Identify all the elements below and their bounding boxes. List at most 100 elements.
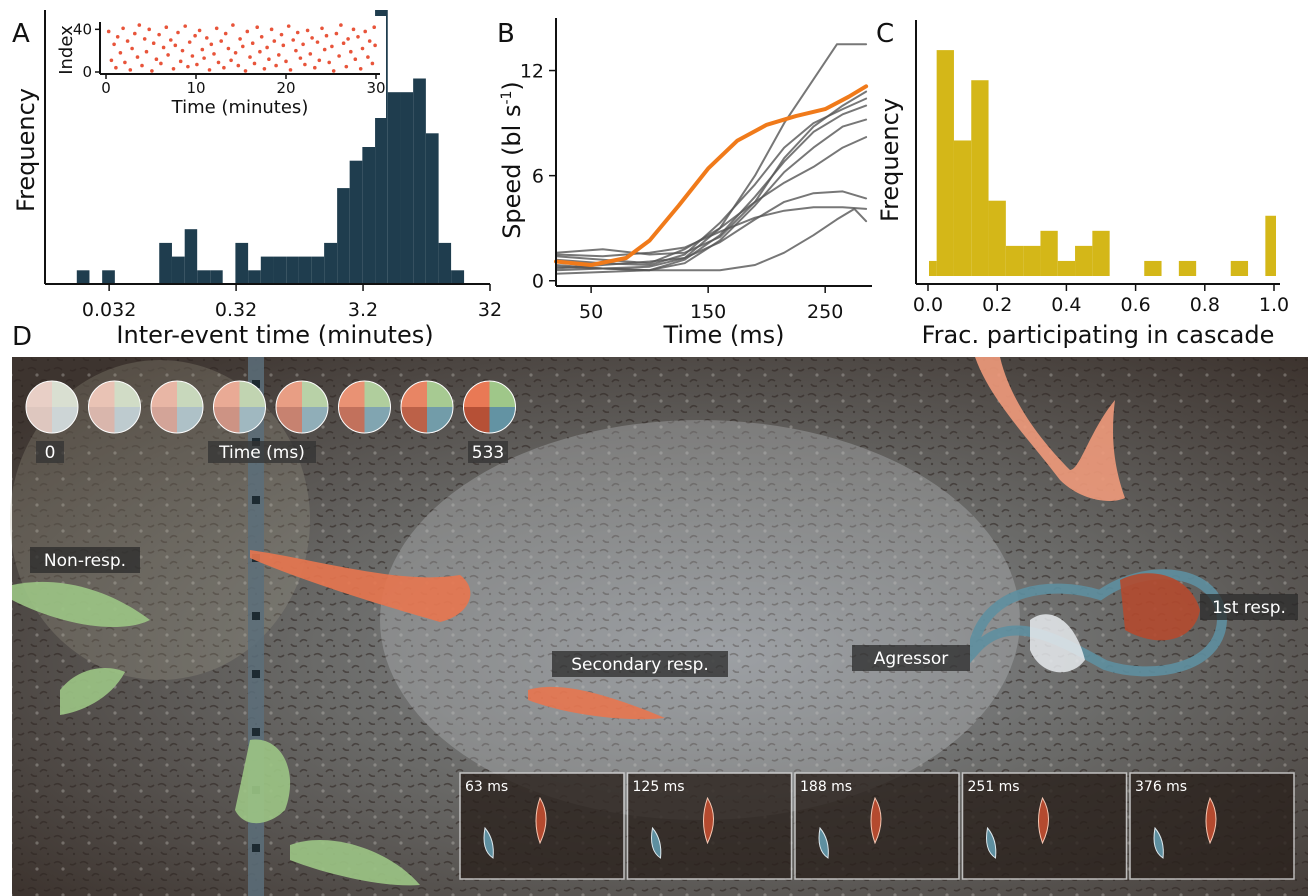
inset-point-59 — [248, 55, 252, 59]
fish-responder-left — [250, 550, 471, 622]
inset-point-110 — [370, 61, 375, 66]
time-circle-q2-2 — [177, 381, 203, 407]
inset-point-12 — [135, 55, 140, 59]
hist-bar-a-21 — [413, 78, 426, 284]
inset-point-13 — [137, 23, 142, 27]
hist-bar-a-1 — [102, 270, 115, 284]
inset-point-101 — [349, 49, 353, 54]
time-circle-q1-2 — [151, 381, 177, 407]
time-circle-ring-2 — [150, 380, 204, 434]
inset-point-31 — [180, 48, 185, 53]
time-circle-ring-3 — [213, 380, 266, 434]
x-tick-label-a-1: 0.32 — [215, 299, 257, 321]
time-circle-q1-4 — [276, 381, 302, 407]
time-circle-base-2 — [151, 381, 203, 433]
inset-point-16 — [144, 49, 149, 54]
frame-label-3: 251 ms — [968, 779, 1020, 795]
hist-bar-a-15 — [337, 188, 350, 284]
panel-d: D 0 Time (ms) 533 Non-resp. Secondary re… — [10, 322, 1308, 896]
frame-fish-red-3 — [1038, 796, 1049, 845]
inset-point-50 — [226, 46, 231, 51]
hist-bar-a-23 — [438, 242, 452, 284]
inset-point-99 — [344, 64, 349, 69]
inset-point-15 — [142, 37, 147, 41]
agressor-label-box — [852, 645, 970, 671]
frame-fish-blue-0 — [483, 826, 494, 859]
time-circle-q2-4 — [302, 381, 328, 407]
time-circle-q1-1 — [88, 381, 115, 407]
time-mid-box — [208, 441, 316, 463]
inset-point-73 — [281, 43, 286, 48]
inset-point-34 — [187, 40, 192, 44]
inset-point-76 — [288, 68, 293, 72]
inset-point-25 — [166, 53, 170, 57]
hist-bar-c-8 — [1057, 260, 1076, 276]
inset-point-89 — [320, 26, 324, 31]
x-tick-label-a-3: 32 — [478, 299, 502, 321]
time-circle-q4-7 — [489, 407, 516, 433]
x-tick-label-c-3: 0.6 — [1120, 294, 1150, 316]
frame-fish-red-2 — [870, 796, 882, 845]
agressor-label: Agressor — [874, 649, 949, 669]
frame-fish-red-0 — [535, 796, 547, 845]
x-tick-label-b-1: 150 — [690, 301, 726, 323]
inset-point-67 — [267, 57, 271, 61]
inset-point-92 — [327, 60, 332, 65]
speed-line-8 — [555, 206, 868, 258]
inset-point-81 — [301, 42, 305, 47]
frame-fish-red-4 — [1205, 796, 1217, 845]
inset-point-95 — [334, 31, 339, 36]
frame-1: 125 ms — [626, 772, 793, 880]
inset-point-27 — [171, 67, 176, 71]
panel-letter-b: B — [497, 19, 515, 49]
inset-point-7 — [123, 60, 127, 65]
hist-bar-c-9 — [1075, 245, 1093, 276]
inset-point-111 — [372, 25, 377, 30]
hist-bar-a-12 — [298, 256, 312, 284]
frame-fish-red-1 — [703, 796, 714, 845]
inset-point-65 — [262, 67, 267, 71]
inset-point-60 — [250, 41, 255, 45]
ruler-tick-5 — [252, 670, 260, 678]
inset-y-tick-label-1: 40 — [73, 20, 92, 38]
time-circle-q3-6 — [401, 407, 427, 433]
time-circle-q1-3 — [213, 381, 240, 407]
time-color-legend — [25, 380, 516, 434]
speed-line-6 — [555, 136, 868, 265]
inset-point-62 — [255, 25, 259, 30]
hist-bar-a-8 — [248, 270, 261, 284]
inset-point-64 — [259, 35, 264, 39]
hist-bar-a-13 — [311, 256, 325, 284]
inset-point-68 — [269, 27, 274, 32]
hist-bar-c-7 — [1040, 230, 1058, 276]
inset-point-112 — [373, 43, 377, 48]
hist-bar-a-7 — [235, 242, 249, 284]
inset-point-46 — [216, 60, 221, 65]
inset-point-93 — [330, 44, 334, 49]
inset-point-37 — [195, 62, 199, 67]
frame-2: 188 ms — [794, 772, 960, 880]
ruler-tick-0 — [252, 380, 260, 388]
time-lapse-frames: 63 ms 125 ms 188 ms 251 ms 376 ms — [459, 772, 1295, 880]
non-resp-label: Non-resp. — [44, 551, 126, 571]
speed-line-5 — [555, 118, 868, 275]
panel-letter-c: C — [876, 19, 894, 49]
hist-bar-a-10 — [273, 256, 287, 284]
ruler-tick-6 — [252, 728, 260, 736]
time-circle-q3-4 — [276, 407, 302, 433]
inset-point-90 — [322, 47, 327, 52]
inset-point-24 — [164, 25, 169, 30]
fish-secondary-resp — [528, 686, 665, 720]
inset-point-63 — [258, 49, 262, 54]
time-circle-q3-2 — [151, 407, 177, 433]
inset-points — [106, 23, 377, 73]
inset-point-11 — [133, 31, 137, 36]
frame-label-0: 63 ms — [465, 779, 508, 795]
inset-point-51 — [229, 58, 233, 63]
hist-bar-a-19 — [387, 92, 401, 284]
inset-point-14 — [140, 63, 144, 68]
time-circle-ring-5 — [338, 380, 391, 434]
hist-bar-a-9 — [260, 256, 274, 284]
frame-fish-blue-1 — [651, 826, 662, 859]
